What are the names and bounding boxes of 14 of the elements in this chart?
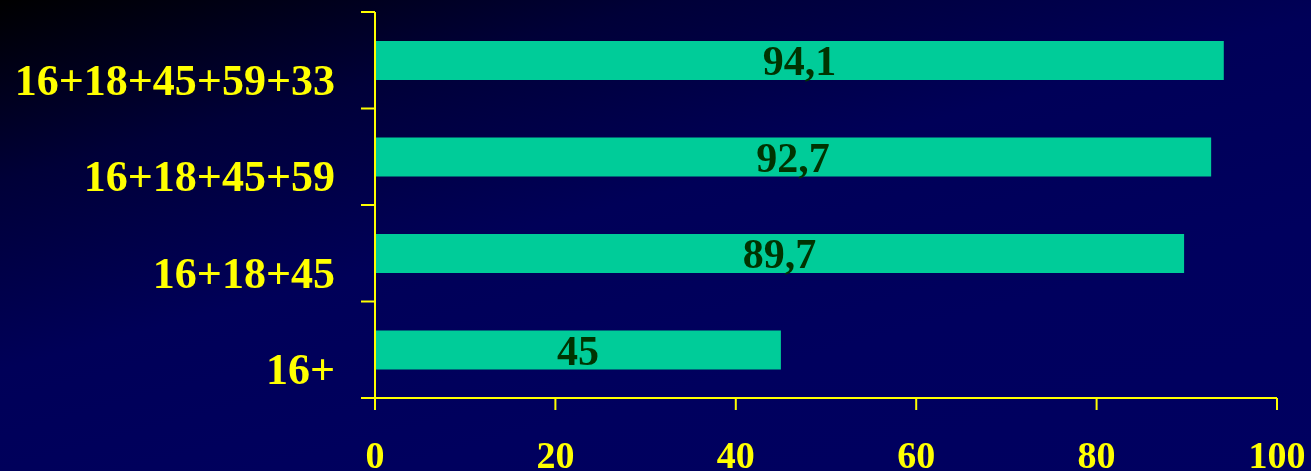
x-tick-label: 80 [1077,433,1116,471]
x-tick-label: 20 [536,433,575,471]
y-tick-label: 16+18+45 [152,248,335,298]
x-tick-label: 40 [716,433,755,471]
data-label: 45 [556,327,599,374]
y-tick-label: 16+18+45+59 [83,152,335,202]
x-tick-label: 60 [897,433,936,471]
y-tick-label: 16+18+45+59+33 [14,55,335,105]
x-tick-label: 0 [365,433,385,471]
data-label: 92,7 [756,134,830,181]
data-label: 89,7 [742,231,817,278]
x-tick-label: 100 [1248,433,1306,471]
y-tick-label: 16+ [265,345,335,395]
data-label: 94,1 [762,38,837,85]
